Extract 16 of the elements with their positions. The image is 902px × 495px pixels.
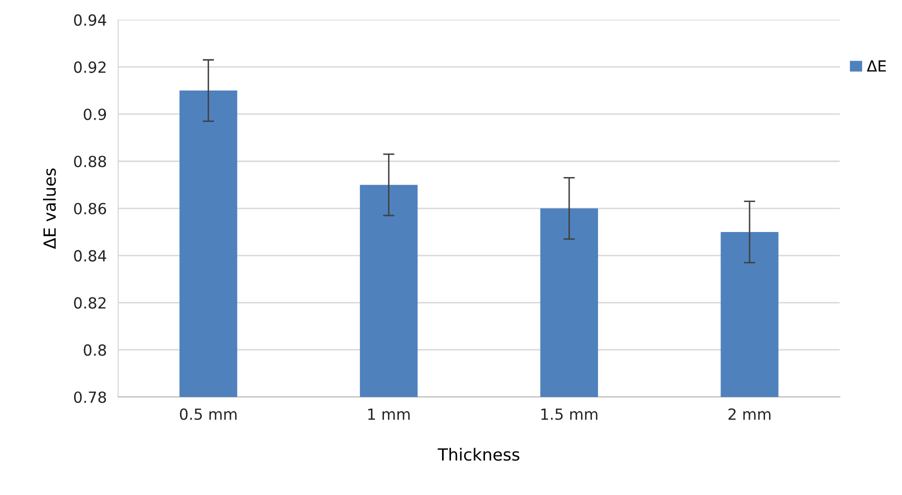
x-tick-label: 1.5 mm (541, 408, 598, 420)
y-tick-label: 0.82 (74, 297, 106, 309)
y-tick-label: 0.92 (74, 61, 106, 73)
x-tick-label: 0.5 mm (180, 408, 237, 420)
y-tick-label: 0.88 (74, 156, 106, 168)
legend-label: ΔE (866, 60, 886, 72)
y-tick-label: 0.78 (74, 391, 106, 404)
x-tick-label: 1 mm (368, 408, 410, 420)
y-tick-label: 0.84 (74, 250, 106, 262)
y-axis-title: ΔE values (43, 168, 56, 249)
y-tick-label: 0.8 (84, 344, 106, 356)
y-tick-label: 0.86 (74, 202, 106, 214)
x-tick-label: 2 mm (728, 408, 770, 420)
y-tick-label: 0.9 (84, 108, 106, 120)
x-axis-title: Thickness (438, 448, 520, 461)
y-tick-label: 0.94 (74, 14, 106, 26)
